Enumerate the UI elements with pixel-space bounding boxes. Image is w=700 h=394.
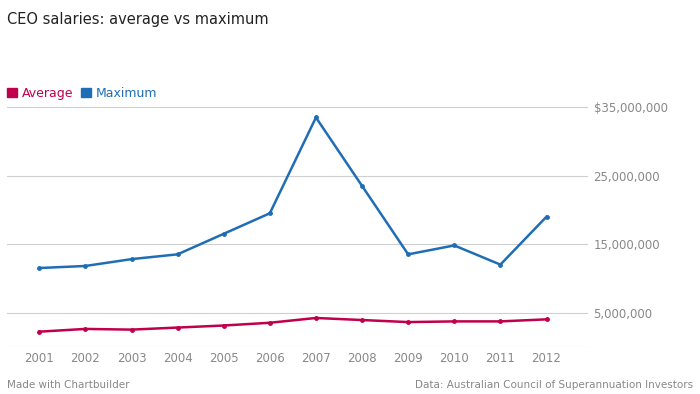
Text: CEO salaries: average vs maximum: CEO salaries: average vs maximum bbox=[7, 12, 269, 27]
Text: Made with Chartbuilder: Made with Chartbuilder bbox=[7, 380, 130, 390]
Text: Data: Australian Council of Superannuation Investors: Data: Australian Council of Superannuati… bbox=[415, 380, 693, 390]
Legend: Average, Maximum: Average, Maximum bbox=[7, 87, 158, 100]
